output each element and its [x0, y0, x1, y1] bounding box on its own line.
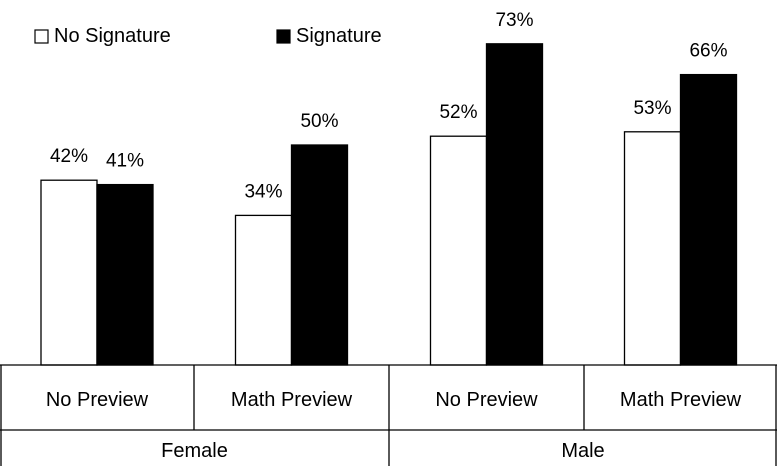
data-label: 52% [439, 102, 477, 123]
bar-no-signature [429, 135, 488, 366]
x-tick-label: Math Preview [620, 389, 742, 411]
legend-swatch-signature [276, 29, 291, 44]
bar-no-signature [623, 131, 682, 366]
data-label: 41% [106, 151, 144, 172]
data-label: 53% [633, 98, 671, 119]
data-label: 50% [300, 111, 338, 132]
group-label: Male [561, 440, 604, 462]
bar-signature [96, 183, 154, 366]
bar-signature [290, 144, 349, 366]
bar-signature [679, 73, 738, 366]
group-label: Female [161, 440, 228, 462]
data-label: 42% [50, 146, 88, 167]
category-axis: No Preview Math Preview No Preview Math Pre… [0, 364, 777, 466]
legend-label-no-signature: No Signature [54, 25, 171, 47]
value-labels-layer: 42% 41% 34% 50% 52% 73% 53% 66% [50, 10, 728, 203]
data-label: 66% [689, 41, 727, 62]
legend-swatch-no-signature [34, 29, 49, 44]
bar-no-signature [40, 179, 98, 366]
bar-signature [485, 43, 544, 366]
x-tick-label: Math Preview [231, 389, 353, 411]
legend: No Signature Signature [34, 25, 382, 47]
x-tick-label: No Preview [435, 389, 538, 411]
data-label: 73% [495, 10, 533, 31]
data-label: 34% [244, 181, 282, 202]
legend-label-signature: Signature [296, 25, 382, 47]
bars-layer [40, 43, 738, 366]
x-tick-label: No Preview [46, 389, 149, 411]
bar-no-signature [234, 214, 293, 366]
